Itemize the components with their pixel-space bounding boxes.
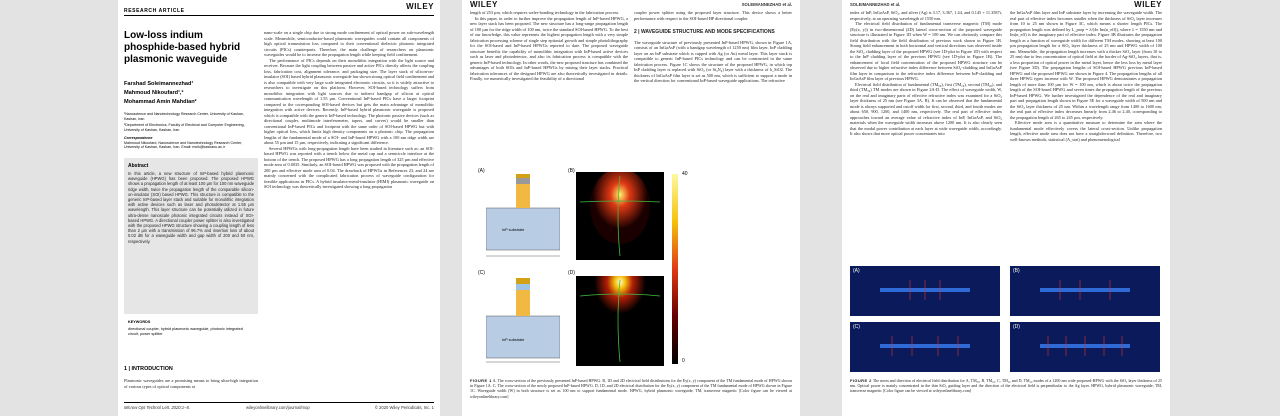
paragraph: nano-scale on a single chip due to stron… <box>264 30 434 57</box>
figure-2: (A) (B) (C) (D) <box>850 266 1162 372</box>
body-column: length of 253 µm, which requires wafer-b… <box>470 10 628 162</box>
affiliation: ²Department of Electronics, Faculty of E… <box>124 123 245 132</box>
schematic <box>486 174 560 257</box>
caption-text: The norm and direction of electrical fie… <box>850 378 1162 394</box>
paragraph: the InGaAsP film layer and InP substrate… <box>1010 10 1162 120</box>
colorbar <box>672 174 678 364</box>
footer-copyright: © 2020 Wiley Periodicals, Inc. 1 <box>374 405 434 410</box>
caption-label: FIGURE 1 <box>470 378 492 383</box>
body-column: index of InP, InGaAsP, SiO₂, and silver … <box>850 10 1002 262</box>
paragraph: coupler power splitter using the propose… <box>634 10 792 21</box>
correspondence-label: Correspondence <box>124 136 153 140</box>
body-column: coupler power splitter using the propose… <box>634 10 792 162</box>
panel-label: (B) <box>1013 268 1020 274</box>
paragraph: Effective mode area is a quantitative me… <box>1010 120 1162 142</box>
paragraph: Several HPWGs with long-propagation leng… <box>264 145 434 190</box>
paragraph: The waveguide structure of previously pr… <box>634 39 792 84</box>
affiliations: ¹Nanoscience and Nanotechnology Research… <box>124 112 258 132</box>
running-head: SOLEIMANNEZHAD et al. <box>741 2 792 7</box>
panel-label: (D) <box>568 270 575 276</box>
panel-label: (A) <box>853 268 860 274</box>
layer-label: InP substrate <box>502 338 525 342</box>
paragraph: length of 253 µm, which requires wafer-b… <box>470 10 620 15</box>
body-column: the InGaAsP film layer and InP substrate… <box>1010 10 1162 262</box>
panel-label: (B) <box>568 168 575 174</box>
paragraph: The electrical field distribution of fun… <box>850 21 1002 81</box>
paragraph: Electrical field distribution of fundame… <box>850 81 1002 137</box>
paragraph: The performance of PICs depends on their… <box>264 57 434 146</box>
article-type: RESEARCH ARTICLE <box>124 8 185 14</box>
footer-url: wileyonlinelibrary.com/journal/mop <box>246 405 310 410</box>
panel-label: (C) <box>853 324 860 330</box>
author: Farshad Soleimannezhad¹ <box>124 81 194 87</box>
body-column: nano-scale on a single chip due to stron… <box>264 30 434 398</box>
colorbar-tick: 40 <box>682 171 688 177</box>
section-heading: 1 | INTRODUCTION <box>124 366 173 372</box>
keywords-block: KEYWORDS directional coupler, hybrid pla… <box>128 320 254 336</box>
page-3: SOLEIMANNEZHAD et al. WILEY index of InP… <box>842 0 1170 416</box>
rule <box>124 402 434 403</box>
layer-label: InP substrate <box>502 228 525 232</box>
rule <box>124 15 434 16</box>
keywords: directional coupler, hybrid plasmonic wa… <box>128 326 243 336</box>
figure-1: (A) InP substrate (B) 40 0 (C) <box>472 166 702 372</box>
paragraph: In this paper, in order to further impro… <box>470 15 628 82</box>
abstract-text: In this article, a new structure of InP-… <box>128 171 254 244</box>
paragraph: index of InP, InGaAsP, SiO₂, and silver … <box>850 10 1002 21</box>
keywords-heading: KEYWORDS <box>128 320 151 324</box>
publisher-logo: WILEY <box>470 0 498 9</box>
schematic <box>486 278 560 363</box>
running-head: SOLEIMANNEZHAD et al. <box>850 2 901 7</box>
footer-journal: Microw Opt Technol Lett. 2020;1–8. <box>124 405 190 410</box>
panel-label: (C) <box>478 270 485 276</box>
intro-text: Plasmonic waveguides are a promising mea… <box>124 378 258 389</box>
publisher-logo: WILEY <box>1134 0 1162 9</box>
field-panel <box>1010 322 1160 372</box>
figure-caption: FIGURE 1 A, The cross-section of the pre… <box>470 378 792 399</box>
field-plot <box>576 172 664 260</box>
title: Low-loss indium phosphide-based hybrid p… <box>124 30 241 65</box>
field-plot <box>576 276 664 366</box>
panel-label: (A) <box>478 168 485 174</box>
abstract-heading: Abstract <box>128 163 149 169</box>
field-panel <box>850 322 1000 372</box>
caption-text: A, The cross-section of the previously p… <box>470 378 793 399</box>
abstract-box: Abstract In this article, a new structur… <box>124 158 258 314</box>
publisher-logo: WILEY <box>406 2 434 11</box>
authors: Farshad Soleimannezhad¹ Mahmoud Nikoufar… <box>124 80 258 107</box>
colorbar-tick: 0 <box>682 358 685 364</box>
correspondence: Mahmoud Nikoufard, Nanoscience and Nanot… <box>124 140 243 150</box>
page-2: WILEY SOLEIMANNEZHAD et al. length of 25… <box>462 0 800 416</box>
caption-label: FIGURE 2 <box>850 378 872 383</box>
field-panel <box>1010 266 1160 316</box>
affiliation: ¹Nanoscience and Nanotechnology Research… <box>124 112 244 121</box>
section-heading: 2 | WAVEGUIDE STRUCTURE AND MODE SPECIFI… <box>634 29 775 35</box>
author: Mahmoud Nikoufard¹,² <box>124 90 184 96</box>
field-panel <box>850 266 1000 316</box>
figure-caption: FIGURE 2 The norm and direction of elect… <box>850 378 1162 394</box>
panel-label: (D) <box>1013 324 1020 330</box>
correspondence-block: Correspondence Mahmoud Nikoufard, Nanosc… <box>124 136 258 150</box>
author: Mohammad Amin Mahdian² <box>124 99 197 105</box>
page-1: RESEARCH ARTICLE WILEY Low-loss indium p… <box>118 0 440 416</box>
